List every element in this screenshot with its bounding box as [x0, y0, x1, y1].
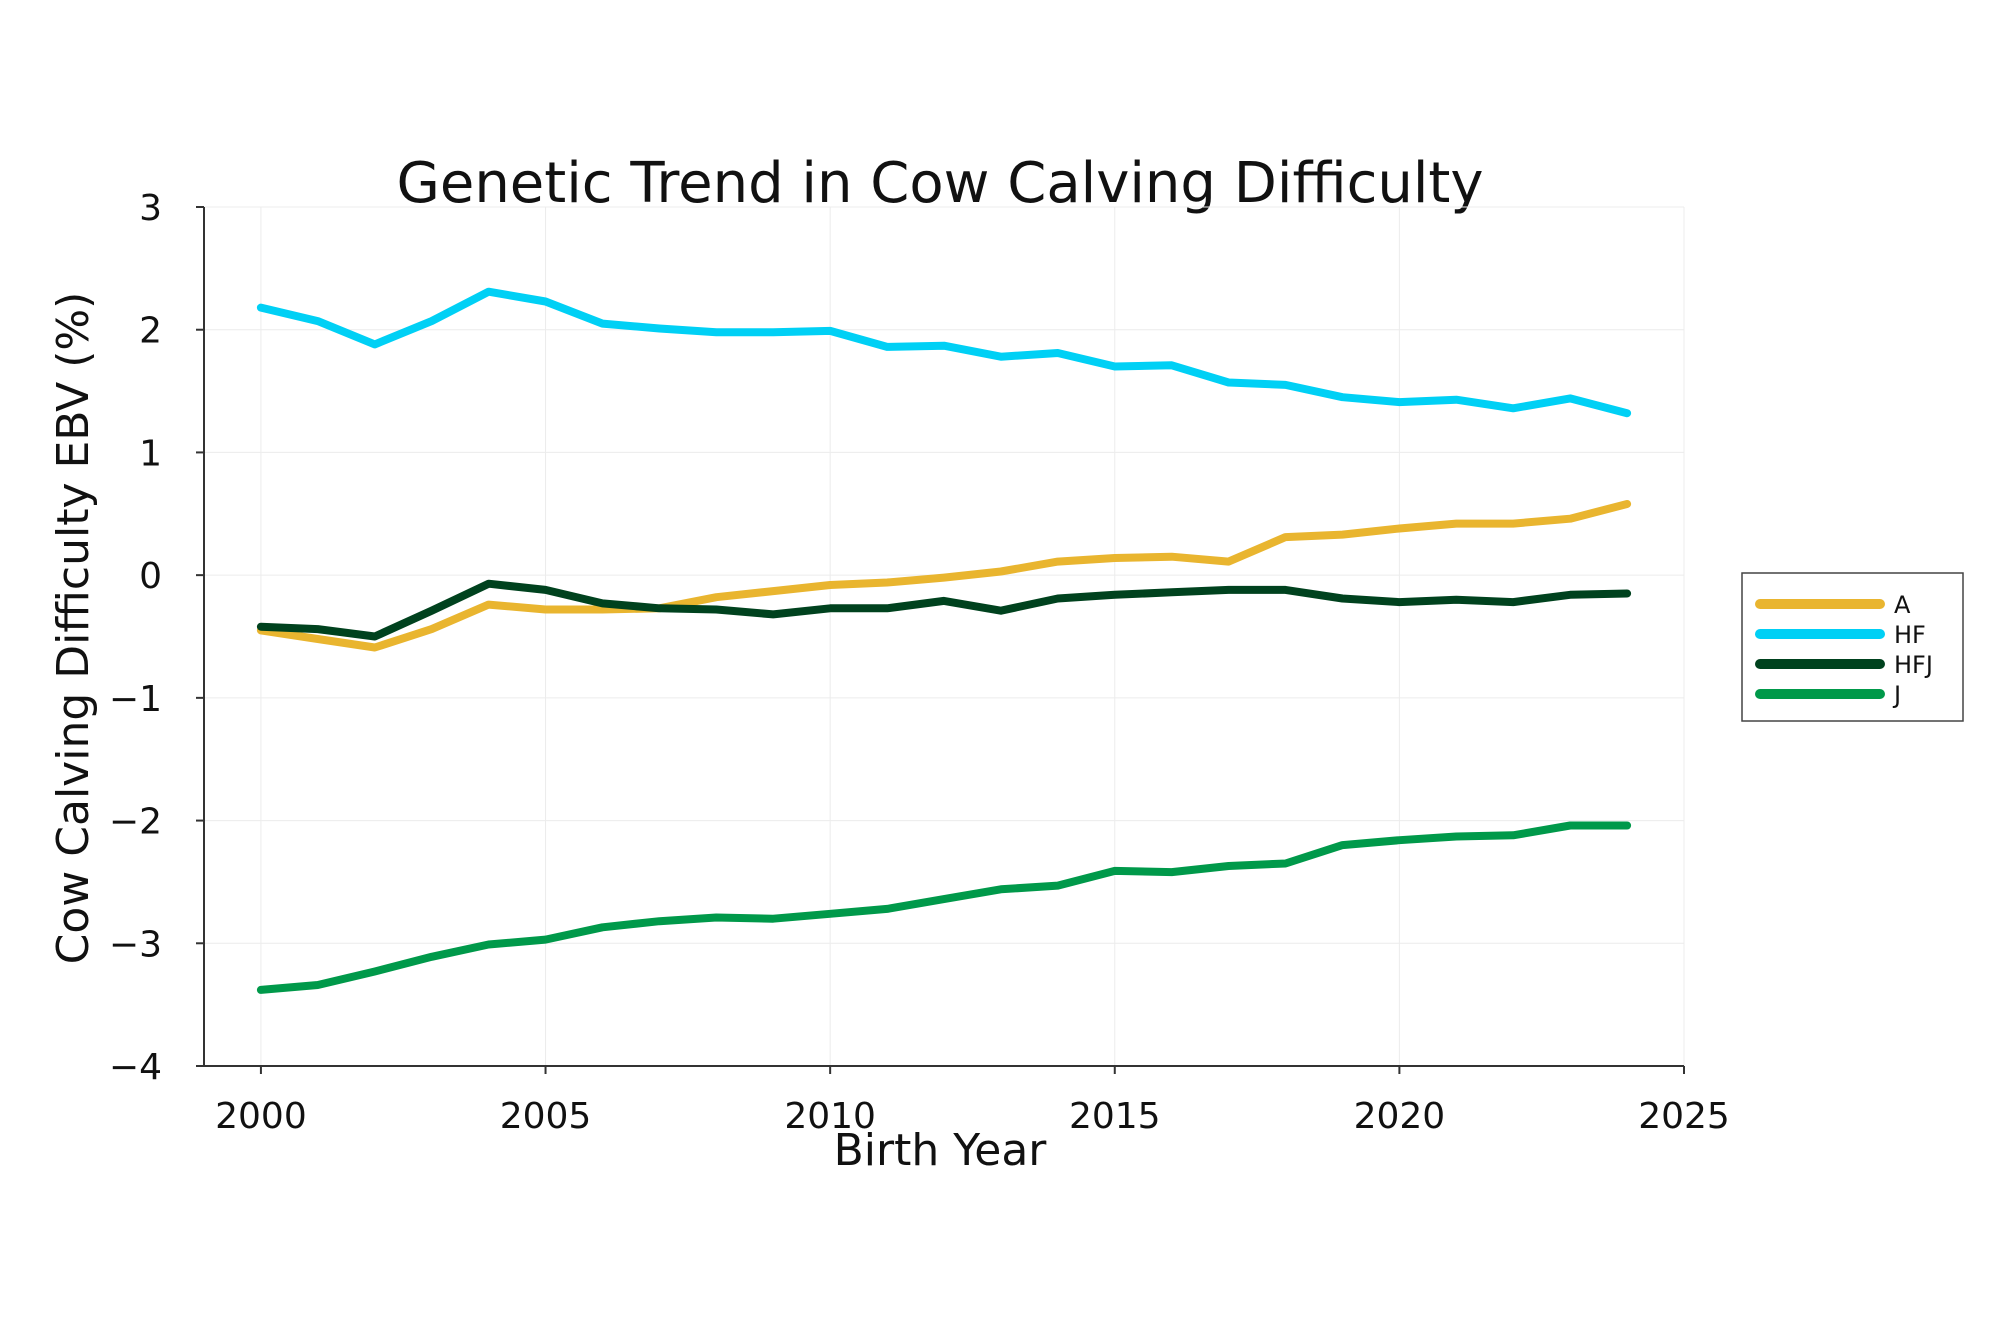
y-tick-label: −2: [109, 802, 162, 843]
series-lines: [256, 287, 1632, 994]
series-line-j: [256, 821, 1632, 994]
series-line-hf: [256, 287, 1632, 418]
x-tick-label: 2015: [1069, 1096, 1161, 1137]
y-tick-label: 3: [139, 188, 162, 229]
x-axis-title: Birth Year: [834, 1125, 1048, 1176]
x-tick-label: 2020: [1354, 1096, 1446, 1137]
y-tick-label: 1: [139, 433, 162, 474]
grid: [204, 206, 1685, 1067]
x-tick-label: 2010: [784, 1096, 876, 1137]
x-tick-label: 2005: [500, 1096, 592, 1137]
y-axis-title: Cow Calving Difficulty EBV (%): [48, 292, 99, 965]
axes: 2000 2005 2010 2015 2020 2025 3 2 1 0 −1 −2 −3 −4: [109, 188, 1730, 1137]
series-line-hfj: [256, 579, 1632, 641]
series-line-a: [256, 500, 1632, 652]
x-tick-label: 2000: [215, 1096, 307, 1137]
y-tick-label: −3: [109, 924, 162, 965]
legend-label: HFJ: [1894, 651, 1933, 679]
legend-label: A: [1894, 591, 1911, 619]
y-tick-label: −1: [109, 679, 162, 720]
legend-label: J: [1892, 681, 1901, 709]
y-tick-label: 2: [139, 311, 162, 352]
y-tick-label: −4: [109, 1047, 162, 1088]
chart-title: Genetic Trend in Cow Calving Difficulty: [396, 151, 1483, 216]
x-tick-label: 2025: [1638, 1096, 1730, 1137]
y-tick-label: 0: [139, 556, 162, 597]
legend-label: HF: [1894, 621, 1926, 649]
